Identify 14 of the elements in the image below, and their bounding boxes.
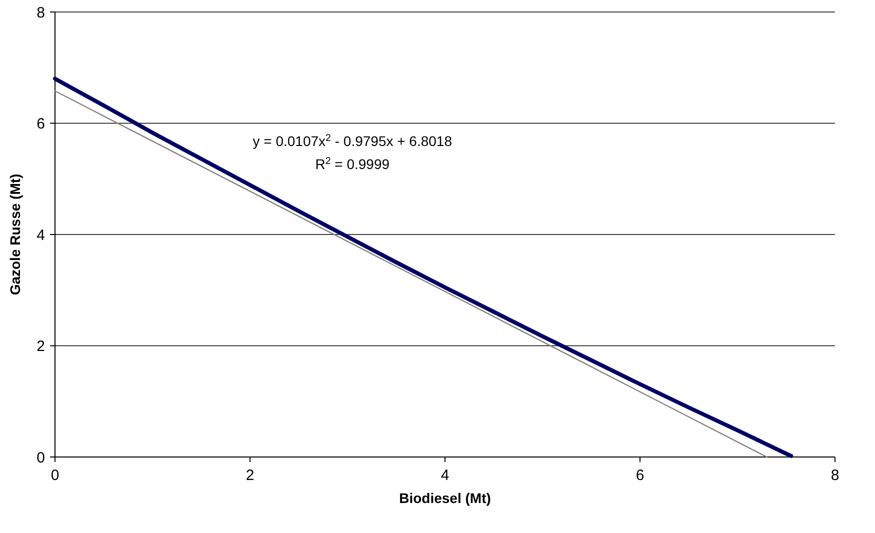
y-tick-label: 6 xyxy=(36,116,45,132)
x-tick-label: 4 xyxy=(440,467,450,484)
annotation: R$^{2}$ = 0.9999 xyxy=(315,156,390,172)
y-tick-label: 8 xyxy=(36,4,45,22)
annotation: y = 0.0107x$^{2}$ - 0.9795x + 6.8018 xyxy=(252,132,452,149)
y-axis-title: Gazole Russe (Mt) xyxy=(7,174,23,296)
y-tick-label: 2 xyxy=(36,338,45,355)
x-tick-label: 6 xyxy=(636,467,644,484)
x-axis-title: Biodiesel (Mt) xyxy=(399,490,491,506)
x-tick-label: 8 xyxy=(830,467,840,484)
y-tick-label: 0 xyxy=(36,449,45,466)
x-tick-label: 0 xyxy=(50,467,60,484)
y-tick-label: 4 xyxy=(36,226,45,244)
x-tick-label: 2 xyxy=(246,467,254,484)
